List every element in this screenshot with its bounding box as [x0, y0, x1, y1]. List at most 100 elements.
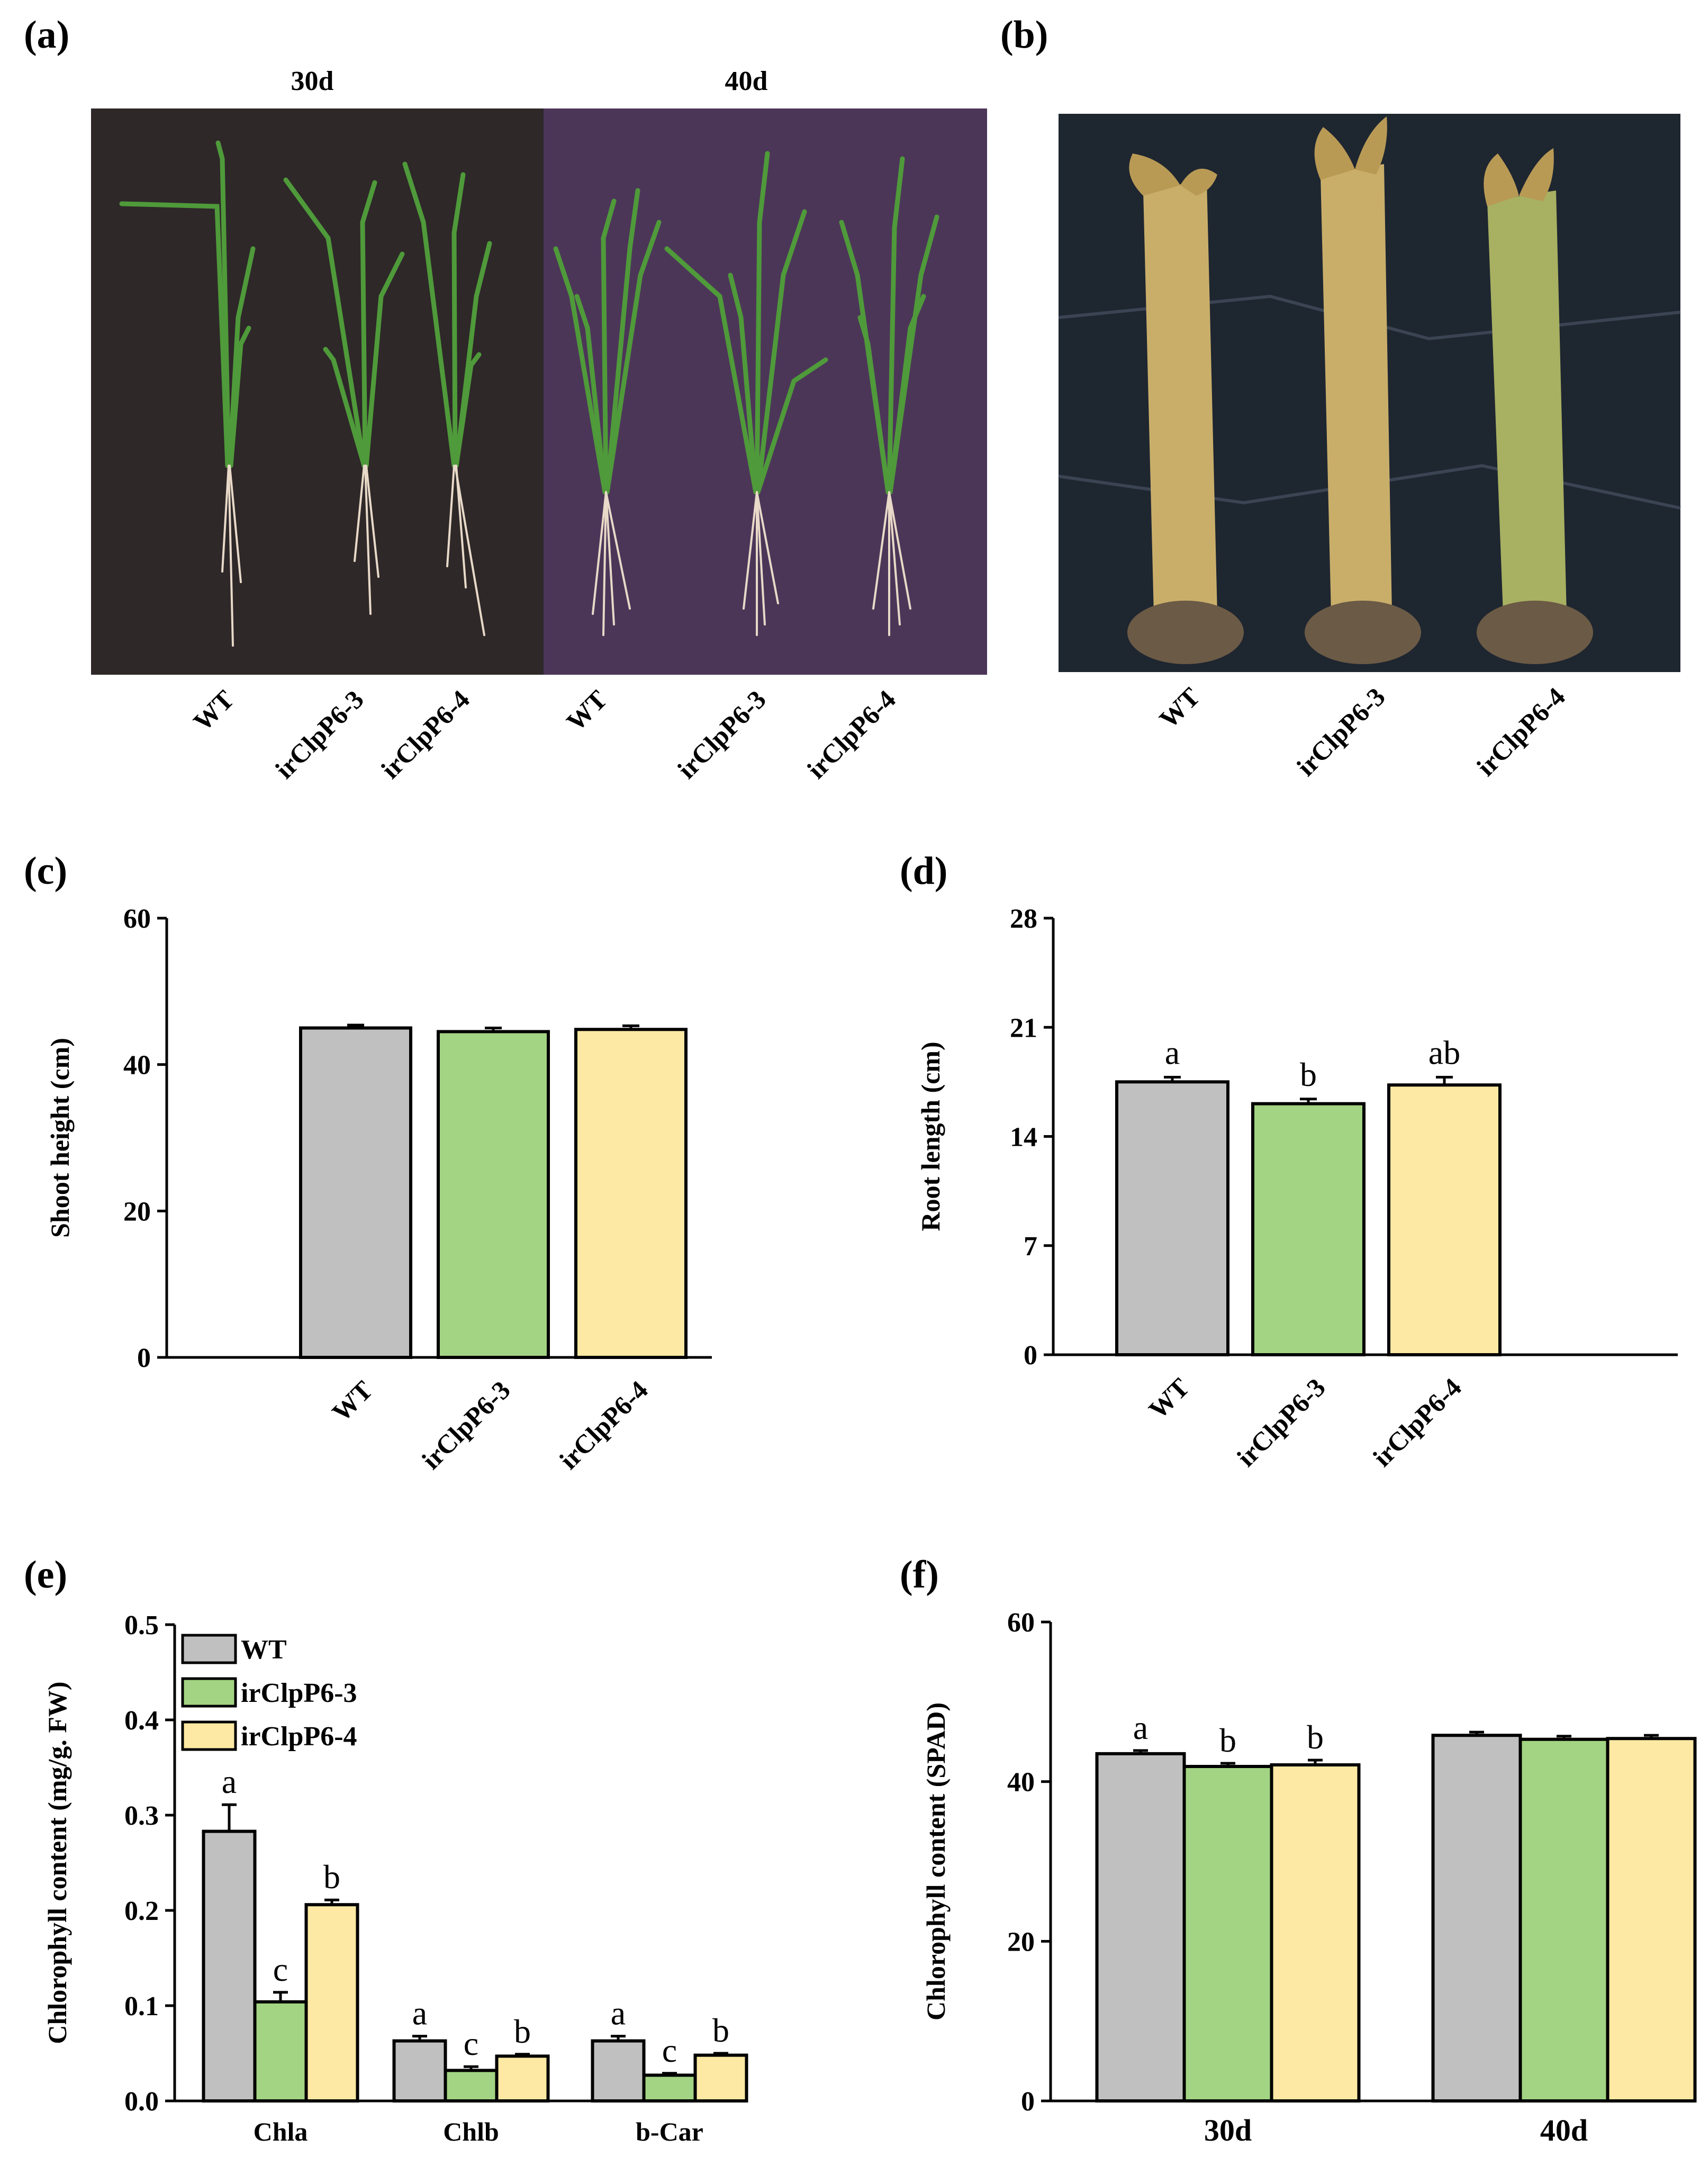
root	[743, 491, 758, 610]
panicle	[1129, 153, 1180, 196]
panel-a-letter: (a)	[24, 13, 69, 57]
root	[446, 465, 455, 567]
bar-40d-irclpp6-3	[1518, 1737, 1609, 2103]
root	[602, 491, 607, 636]
y-tick-label: 0.1	[124, 1991, 159, 2022]
bar-30d-irclpp6-4	[1270, 1763, 1361, 2103]
y-tick-label: 0.2	[124, 1896, 159, 1926]
root	[365, 465, 379, 578]
panel-a-label-wt-30d: WT	[187, 684, 240, 737]
significance-letter: c	[464, 2025, 478, 2062]
leaf	[215, 140, 231, 468]
root	[455, 465, 467, 588]
y-tick-label: 20	[123, 1197, 151, 1227]
mature-plant-wt	[1127, 153, 1244, 664]
y-tick-label: 20	[1007, 1927, 1035, 1957]
photo-a-40d	[544, 108, 987, 675]
leaf	[604, 220, 662, 495]
legend-label-irclpp6-4: irClpP6-4	[241, 1721, 357, 1752]
seedling-irclpp6-3-40d	[664, 151, 828, 636]
leaf	[228, 325, 251, 468]
root	[454, 465, 485, 636]
root	[364, 465, 372, 615]
bar-irclpp6-4	[574, 1028, 688, 1360]
y-tick-label: 14	[1010, 1122, 1037, 1153]
x-tick-label-irclpp6-4: irClpP6-4	[1367, 1372, 1467, 1472]
photo-a-30d	[91, 108, 544, 675]
leaf	[601, 198, 617, 495]
seedling-irclpp6-3-30d	[283, 177, 405, 615]
panel-f-letter: (f)	[900, 1553, 939, 1597]
legend-swatch-irclpp6-4	[181, 1720, 237, 1751]
mature-plant-irclpp6-4	[1477, 148, 1593, 664]
chart-shoot-height: (c) 0 20 40 60 Shoot height (cm) WT irClpP6-3 ir…	[24, 849, 712, 1475]
leaf	[451, 172, 466, 468]
panel-a-header-30d: 30d	[291, 66, 334, 96]
y-tick-label: 0.4	[124, 1706, 159, 1736]
significance-letter: a	[1133, 1709, 1148, 1746]
soil-clump	[1477, 601, 1593, 664]
root	[872, 491, 890, 610]
x-tick-label-wt: WT	[1143, 1372, 1195, 1425]
leaf	[364, 251, 405, 468]
significance-letter: a	[611, 1995, 626, 2032]
bar-chlb-irclpp6-4	[495, 2054, 550, 2103]
root	[221, 465, 230, 573]
legend-swatch-wt	[181, 1634, 237, 1664]
significance-letter: b	[712, 2011, 729, 2049]
leaf	[604, 188, 640, 495]
y-tick-label: 0.3	[124, 1801, 159, 1831]
y-tick-label: 28	[1010, 904, 1037, 934]
x-tick-label-irclpp6-3: irClpP6-3	[1231, 1372, 1331, 1472]
panel-a-label-wt-40d: WT	[560, 684, 613, 737]
panel-a-header-40d: 40d	[725, 66, 768, 96]
root	[605, 491, 631, 610]
leaf	[119, 201, 230, 468]
bar-40d-irclpp6-4	[1606, 1737, 1697, 2103]
root	[756, 491, 779, 604]
leaf	[323, 347, 367, 468]
y-tick-label: 0	[1021, 2087, 1035, 2117]
leaf	[574, 294, 608, 495]
y-tick-label: 40	[1007, 1768, 1035, 1798]
y-tick-label: 0.5	[124, 1610, 159, 1641]
tiller-bundle	[1321, 164, 1392, 614]
significance-letter: a	[412, 1995, 427, 2032]
leaf	[283, 177, 367, 468]
leaf	[664, 246, 758, 495]
significance-letter: a	[1165, 1034, 1180, 1072]
bar-irclpp6-3	[1251, 1102, 1366, 1356]
panel-b-letter: (b)	[1000, 13, 1048, 57]
bar-wt	[299, 1026, 412, 1359]
y-tick-label: 60	[123, 904, 151, 934]
significance-letter: b	[323, 1858, 340, 1896]
panicle	[1519, 148, 1554, 201]
bar-chlb-irclpp6-3	[444, 2069, 499, 2103]
panicle	[1355, 116, 1387, 175]
x-tick-label-chla: Chla	[254, 2117, 308, 2146]
root	[605, 491, 615, 626]
root	[228, 465, 234, 647]
panel-a-label-irclpp6-4-30d: irClpP6-4	[375, 684, 475, 784]
x-tick-label-b-car: b-Car	[636, 2117, 703, 2146]
seedling-irclpp6-4-40d	[839, 156, 939, 636]
y-tick-label: 7	[1024, 1231, 1037, 1262]
tiller-bundle	[1487, 191, 1567, 614]
x-tick-label-40d: 40d	[1540, 2113, 1588, 2147]
bar-b-car-irclpp6-4	[693, 2053, 748, 2103]
y-tick-label: 0	[1024, 1340, 1037, 1371]
chart-root-length: (d) 0 7 14 21 28 Root length (cm) a WT b irClpP6-3…	[900, 849, 1678, 1472]
panel-a-label-irclpp6-4-40d: irClpP6-4	[801, 684, 901, 784]
panel-a-label-irclpp6-3-40d: irClpP6-3	[672, 684, 772, 784]
leaf	[755, 357, 828, 495]
y-axis-label: Root length (cm)	[916, 1041, 945, 1231]
soil-clump	[1305, 601, 1421, 664]
significance-letter: b	[514, 2013, 531, 2050]
leaf	[887, 156, 905, 495]
root	[888, 491, 911, 610]
panel-b-label-wt: WT	[1153, 682, 1206, 734]
x-tick-label-irclpp6-4: irClpP6-4	[554, 1375, 654, 1475]
photo-b	[1058, 114, 1681, 672]
panicle	[1314, 127, 1355, 180]
